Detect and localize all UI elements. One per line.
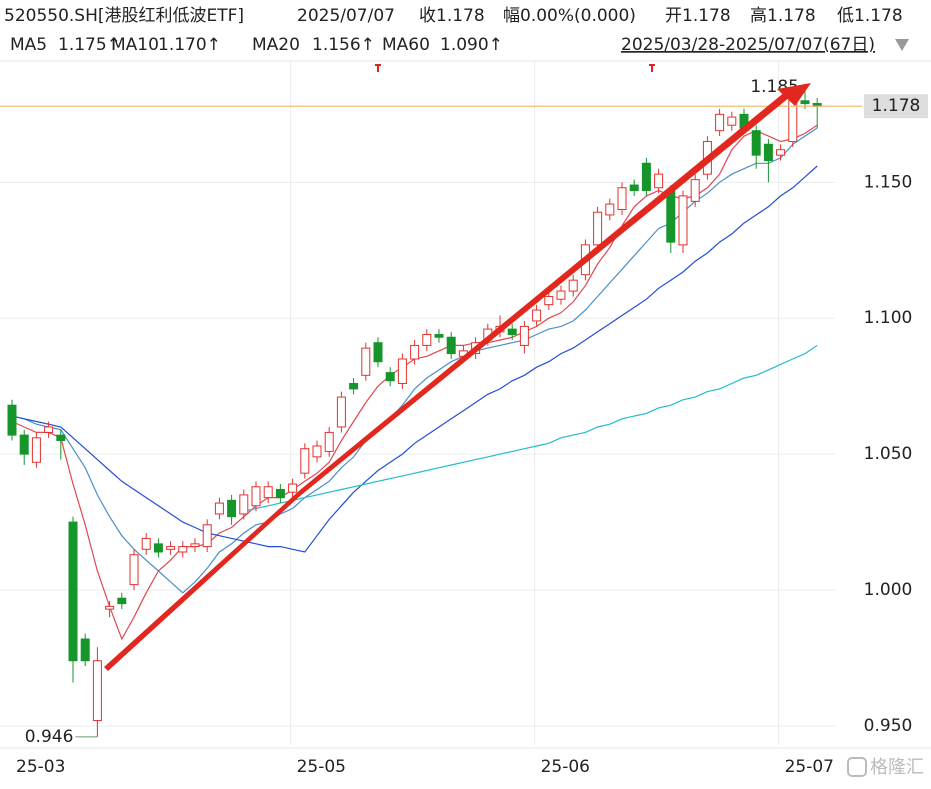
ma-line bbox=[11, 165, 818, 553]
candle-body bbox=[349, 382, 359, 390]
candle-body bbox=[324, 431, 334, 452]
candle-body bbox=[519, 325, 529, 346]
candle-body bbox=[800, 100, 810, 104]
x-tick-label: 25-03 bbox=[16, 757, 65, 777]
candle-body bbox=[263, 486, 273, 499]
legend-value: 1.090↑ bbox=[440, 35, 503, 55]
candle-body bbox=[690, 179, 700, 202]
candle-body bbox=[129, 554, 139, 586]
candle-body bbox=[239, 494, 249, 515]
candle-body bbox=[617, 187, 627, 211]
y-tick-label: 0.950 bbox=[864, 716, 913, 736]
candle-body bbox=[117, 597, 127, 605]
candle-body bbox=[251, 486, 261, 507]
trend-arrow bbox=[104, 83, 811, 671]
range-dropdown[interactable] bbox=[895, 39, 909, 51]
candle-body bbox=[544, 295, 554, 306]
candle-body bbox=[190, 543, 200, 548]
candle-body bbox=[776, 149, 786, 156]
logo: 格隆汇 bbox=[847, 757, 924, 778]
legend-value: 1.170↑ bbox=[158, 35, 221, 55]
candle-body bbox=[19, 434, 29, 455]
header-date: 2025/07/07 bbox=[297, 6, 395, 26]
header-high: 高1.178 bbox=[750, 6, 816, 26]
candle-body bbox=[788, 100, 798, 143]
low-label: 0.946 bbox=[25, 727, 74, 747]
candle-body bbox=[434, 334, 444, 338]
candle-body bbox=[56, 434, 66, 442]
candle-body bbox=[507, 328, 517, 336]
candle-body bbox=[68, 521, 78, 662]
last-price-box bbox=[864, 94, 928, 119]
candle-body bbox=[202, 524, 212, 548]
legend-name: MA60 bbox=[382, 35, 430, 55]
candle-body bbox=[336, 396, 346, 428]
candle-body bbox=[178, 546, 188, 553]
candle-body bbox=[422, 334, 432, 346]
candle-body bbox=[227, 499, 237, 518]
candle-body bbox=[751, 130, 761, 156]
x-tick-label: 25-05 bbox=[297, 757, 346, 777]
legend-name: MA20 bbox=[252, 35, 300, 55]
candle-body bbox=[7, 404, 17, 436]
trend-arrow-head bbox=[777, 83, 811, 106]
candle-body bbox=[361, 347, 371, 376]
candle-body bbox=[80, 638, 90, 662]
legend-value: 1.175↑ bbox=[58, 35, 121, 55]
candle-body bbox=[275, 488, 285, 499]
candle-body bbox=[763, 143, 773, 162]
plot-area: 0.950 1.000 1.050 1.100 1.150 25-03 25-05 25-06… bbox=[0, 60, 928, 777]
header-title: 520550.SH[港股红利低波ETF] bbox=[4, 6, 244, 26]
x-tick-label: 25-06 bbox=[541, 757, 590, 777]
candle-body bbox=[678, 195, 688, 246]
candle-body bbox=[593, 211, 603, 246]
candle-body bbox=[556, 290, 566, 300]
candle-body bbox=[715, 113, 725, 132]
candle-body bbox=[312, 445, 322, 458]
candle-body bbox=[568, 279, 578, 292]
candle-body bbox=[641, 162, 651, 191]
range-label[interactable]: 2025/03/28-2025/07/07(67日) bbox=[621, 35, 875, 55]
candle-body bbox=[410, 344, 420, 360]
header-low: 低1.178 bbox=[837, 6, 903, 26]
candle-body bbox=[44, 426, 54, 433]
candle-body bbox=[153, 543, 163, 553]
candle-body bbox=[629, 184, 639, 191]
legend-name: MA10 bbox=[111, 35, 159, 55]
header-open: 开1.178 bbox=[665, 6, 731, 26]
ma-line bbox=[243, 344, 818, 512]
candle-body bbox=[654, 173, 664, 189]
candle-body bbox=[105, 605, 115, 610]
y-tick-label: 1.100 bbox=[864, 308, 913, 328]
candle-body bbox=[385, 372, 395, 382]
logo-text: 格隆汇 bbox=[870, 757, 924, 778]
candle-body bbox=[31, 437, 41, 463]
y-tick-label: 1.050 bbox=[864, 444, 913, 464]
header-close: 收1.178 bbox=[419, 6, 485, 26]
y-tick-label: 1.150 bbox=[864, 172, 913, 192]
y-tick-label: 1.000 bbox=[864, 580, 913, 600]
candle-body bbox=[727, 116, 737, 126]
candle-body bbox=[605, 203, 615, 216]
candle-body bbox=[300, 448, 310, 474]
candle-body bbox=[532, 309, 542, 322]
last-price-label: 1.178 bbox=[872, 96, 921, 116]
candle-body bbox=[666, 189, 676, 243]
candle-body bbox=[166, 546, 176, 550]
header-change: 幅0.00%(0.000) bbox=[503, 6, 636, 26]
candle-body bbox=[214, 502, 224, 515]
candle-body bbox=[288, 483, 298, 493]
trend-arrow-shaft bbox=[104, 91, 790, 671]
candle-body bbox=[446, 336, 456, 355]
x-tick-label: 25-07 bbox=[785, 757, 834, 777]
legend-name: MA5 bbox=[10, 35, 47, 55]
candle-body bbox=[141, 537, 151, 550]
candle-body bbox=[92, 660, 102, 722]
logo-icon bbox=[847, 757, 867, 777]
legend-value: 1.156↑ bbox=[312, 35, 375, 55]
candle-body bbox=[373, 342, 383, 363]
candle-body bbox=[397, 358, 407, 384]
